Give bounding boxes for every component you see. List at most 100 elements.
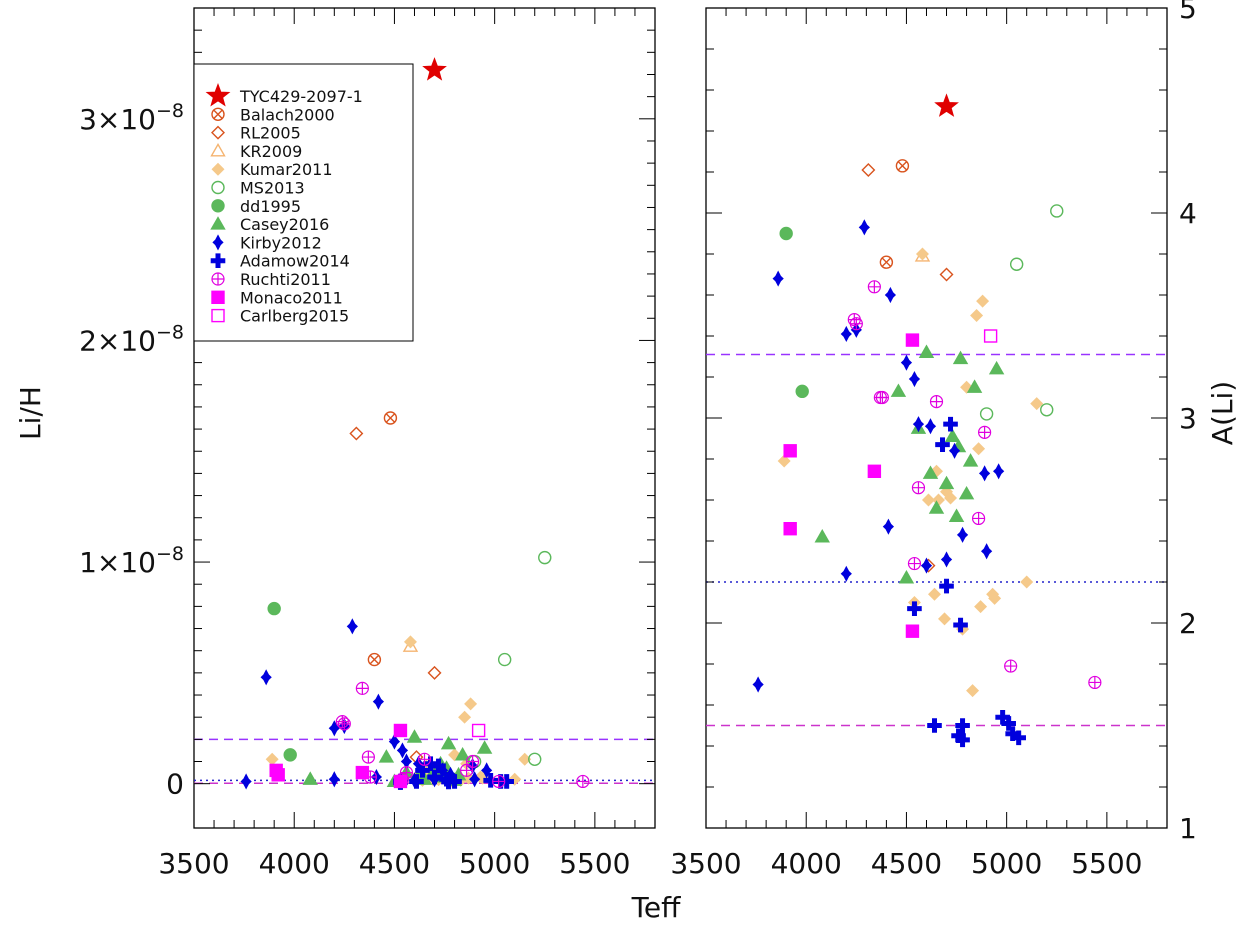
data-point: [890, 383, 907, 397]
data-point: [427, 769, 442, 785]
data-point: [944, 491, 958, 505]
data-point: [1030, 397, 1044, 411]
data-point: [993, 463, 1005, 480]
y-tick-label: 3: [1179, 402, 1197, 435]
data-point: [388, 733, 401, 750]
data-point: [938, 612, 952, 626]
legend-marker: [211, 162, 225, 176]
legend-marker: [211, 107, 225, 122]
data-point: [508, 772, 522, 786]
legend-label: RL2005: [240, 124, 301, 143]
data-point: [912, 416, 925, 433]
data-point: [427, 665, 442, 680]
data-point: [409, 774, 424, 789]
data-point: [882, 518, 895, 535]
y-tick-label: 5: [1179, 0, 1197, 25]
data-point: [779, 226, 793, 241]
data-point: [875, 390, 889, 405]
data-point: [956, 526, 969, 543]
data-point: [349, 426, 364, 441]
data-point: [361, 750, 375, 764]
data-point: [497, 652, 512, 667]
data-point: [974, 600, 988, 614]
y-tick-label: 1×10−8: [79, 543, 184, 579]
legend-marker: [211, 199, 225, 213]
data-point: [372, 693, 385, 710]
data-point: [972, 442, 986, 456]
data-point: [393, 774, 408, 789]
data-point: [934, 93, 959, 117]
data-point: [879, 255, 894, 269]
data-point: [402, 638, 419, 652]
legend-marker: [211, 308, 225, 323]
x-tick-label: 3500: [670, 847, 741, 880]
data-point: [328, 771, 340, 788]
data-point: [908, 370, 921, 388]
legend-label: Carlberg2015: [240, 307, 349, 326]
data-point: [814, 528, 830, 543]
data-point: [935, 437, 950, 452]
legend-label: dd1995: [240, 197, 301, 216]
data-point: [983, 329, 998, 343]
data-point: [858, 219, 870, 236]
data-point: [907, 601, 922, 616]
data-point: [483, 773, 498, 788]
data-point: [928, 587, 941, 601]
data-point: [958, 485, 975, 500]
data-point: [978, 465, 991, 482]
legend-label: TYC429-2097-1: [239, 87, 363, 106]
data-point: [971, 511, 986, 526]
data-point: [978, 425, 992, 439]
plot-frame: [193, 7, 656, 829]
legend-box: [193, 63, 414, 342]
data-point: [528, 752, 542, 766]
data-point: [955, 732, 970, 748]
data-point: [970, 309, 984, 322]
data-point: [795, 384, 809, 399]
data-point: [938, 475, 955, 490]
data-point: [952, 350, 969, 365]
data-point: [458, 710, 472, 724]
data-point: [861, 162, 876, 177]
plot-frame: [705, 7, 1168, 829]
legend-marker: [211, 272, 225, 286]
data-point: [393, 723, 408, 738]
data-point: [895, 159, 910, 173]
x-tick-label: 4500: [871, 847, 942, 880]
x-tick-label: 5000: [971, 847, 1042, 880]
y-tick-label: 3×10−8: [79, 100, 184, 136]
data-point: [905, 624, 920, 638]
y-axis-label-left: Li/H: [14, 386, 47, 440]
data-point: [1088, 675, 1102, 690]
data-point: [464, 697, 478, 711]
data-point: [927, 718, 942, 733]
data-point: [979, 407, 994, 421]
data-point: [944, 428, 961, 443]
data-point: [1040, 403, 1054, 417]
data-point: [948, 442, 961, 459]
legend-marker: [211, 125, 225, 140]
data-point: [1020, 575, 1034, 589]
data-point: [406, 729, 423, 743]
data-point: [966, 379, 983, 393]
data-point: [953, 617, 968, 633]
data-point: [840, 565, 852, 582]
data-point: [976, 294, 990, 308]
data-point: [915, 247, 929, 261]
legend-label: MS2013: [240, 179, 305, 198]
data-point: [921, 493, 935, 507]
data-point: [447, 774, 462, 789]
data-point: [260, 669, 272, 686]
x-tick-label: 4000: [771, 847, 842, 880]
x-tick-label: 4500: [359, 847, 430, 880]
data-point: [752, 676, 764, 693]
data-point: [840, 325, 852, 343]
legend-label: Adamow2014: [240, 252, 350, 271]
data-point: [884, 286, 897, 304]
data-point: [988, 591, 1002, 605]
legend-label: Ruchti2011: [240, 270, 331, 289]
legend-label: Balach2000: [240, 105, 335, 124]
data-point: [948, 508, 965, 522]
data-point: [940, 551, 953, 568]
